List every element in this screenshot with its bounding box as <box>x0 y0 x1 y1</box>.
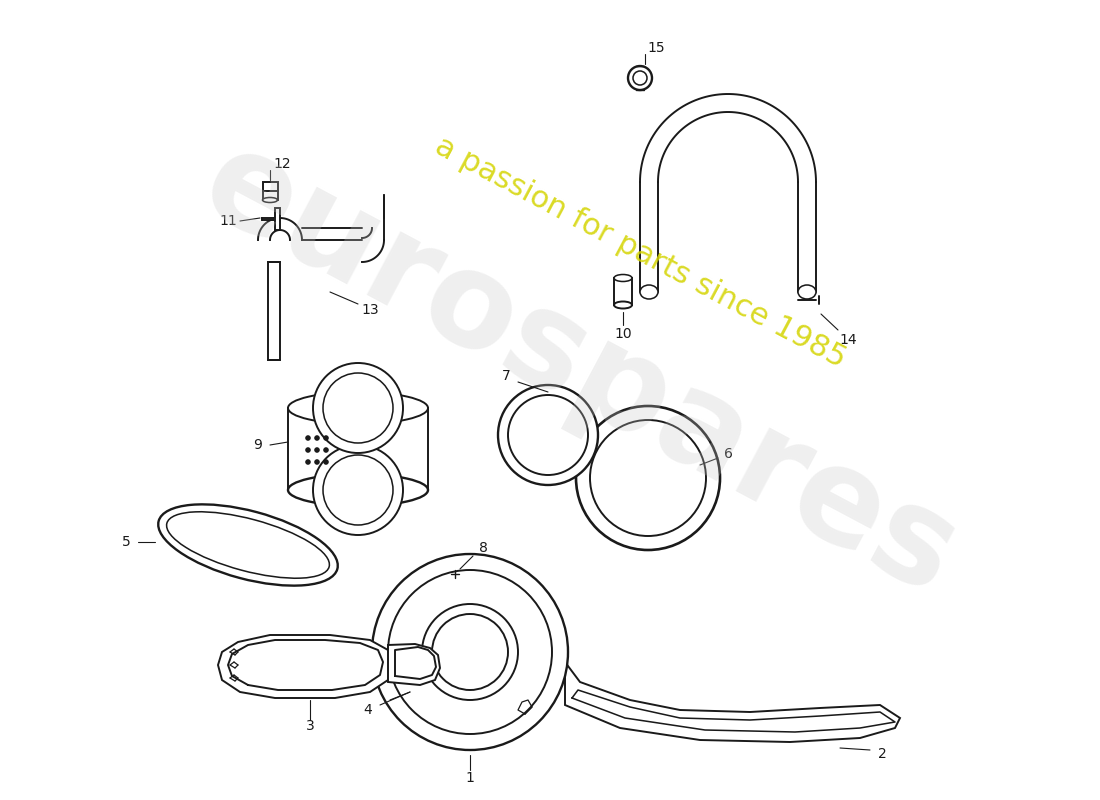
Text: 8: 8 <box>478 541 487 555</box>
Text: 12: 12 <box>273 157 290 171</box>
Text: eurospares: eurospares <box>182 118 978 622</box>
Text: 9: 9 <box>254 438 263 452</box>
Text: 11: 11 <box>219 214 236 228</box>
Polygon shape <box>218 635 392 698</box>
Circle shape <box>315 436 319 440</box>
Text: 3: 3 <box>306 719 315 733</box>
Polygon shape <box>263 182 278 200</box>
Text: 10: 10 <box>614 327 631 341</box>
Text: 15: 15 <box>647 41 664 55</box>
Polygon shape <box>388 644 440 685</box>
Polygon shape <box>565 662 900 742</box>
Ellipse shape <box>288 392 428 424</box>
Text: 2: 2 <box>878 747 887 761</box>
Ellipse shape <box>166 512 329 578</box>
Ellipse shape <box>158 504 338 586</box>
Circle shape <box>323 436 328 440</box>
Circle shape <box>306 448 310 452</box>
Polygon shape <box>614 278 632 305</box>
Circle shape <box>323 448 328 452</box>
Text: 7: 7 <box>502 369 510 383</box>
Circle shape <box>422 604 518 700</box>
Ellipse shape <box>640 285 658 299</box>
Circle shape <box>314 363 403 453</box>
Text: 4: 4 <box>364 703 373 717</box>
Polygon shape <box>268 262 280 360</box>
Text: 6: 6 <box>724 447 733 461</box>
Polygon shape <box>288 408 428 490</box>
Circle shape <box>498 385 598 485</box>
Ellipse shape <box>263 198 277 202</box>
Circle shape <box>576 406 720 550</box>
Circle shape <box>315 448 319 452</box>
Text: 14: 14 <box>839 333 857 347</box>
Ellipse shape <box>798 285 816 299</box>
Ellipse shape <box>614 302 632 309</box>
Text: 5: 5 <box>122 535 131 549</box>
Circle shape <box>306 460 310 464</box>
Circle shape <box>323 460 328 464</box>
Text: 13: 13 <box>361 303 378 317</box>
Circle shape <box>314 445 403 535</box>
Text: 1: 1 <box>465 771 474 785</box>
Text: a passion for parts since 1985: a passion for parts since 1985 <box>430 131 850 373</box>
Circle shape <box>372 554 568 750</box>
Circle shape <box>306 436 310 440</box>
Circle shape <box>628 66 652 90</box>
Ellipse shape <box>288 474 428 506</box>
Polygon shape <box>262 208 280 230</box>
Circle shape <box>315 460 319 464</box>
Ellipse shape <box>614 274 632 282</box>
